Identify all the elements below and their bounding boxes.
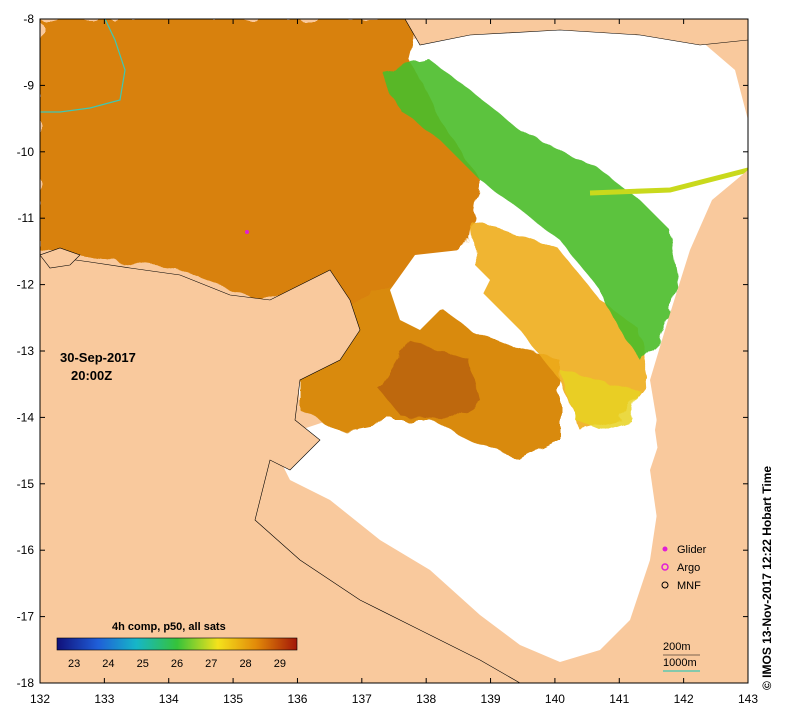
argo-legend-icon	[661, 563, 669, 571]
lat-tick-label: -14	[17, 410, 35, 424]
argo-legend-label: Argo	[677, 562, 700, 574]
sst-cool-band	[380, 60, 680, 360]
lon-tick-label: 138	[416, 692, 436, 706]
lat-tick-label: -12	[17, 278, 35, 292]
mnf-legend-label: MNF	[677, 580, 701, 592]
marker-legend: Glider Argo MNF	[661, 544, 707, 592]
lon-tick-label: 143	[738, 692, 758, 706]
colorbar-tick-label: 29	[274, 658, 286, 670]
lat-tick-label: -15	[17, 477, 35, 491]
plot-area	[40, 19, 748, 683]
colorbar: 4h comp, p50, all sats 23 24 25 26 27 28 29	[56, 621, 298, 670]
colorbar-tick-label: 24	[102, 658, 114, 670]
lat-tick-label: -8	[23, 12, 34, 26]
colorbar-tick-label: 27	[205, 658, 217, 670]
lon-tick-label: 139	[481, 692, 501, 706]
lon-tick-label: 142	[674, 692, 694, 706]
mnf-legend-icon	[661, 581, 669, 589]
colorbar-tick-label: 26	[171, 658, 183, 670]
lat-tick-label: -9	[23, 78, 34, 92]
lon-tick-label: 136	[287, 692, 307, 706]
glider-legend-icon	[662, 546, 668, 552]
lon-tick-label: 141	[609, 692, 629, 706]
imos-credit: © IMOS 13-Nov-2017 12:22 Hobart Time	[760, 465, 774, 690]
sst-mild-east	[470, 220, 650, 430]
lat-tick-label: -17	[17, 610, 35, 624]
cloud-gap	[390, 250, 490, 330]
contour-1000m	[40, 19, 126, 113]
contour-legend: 200m 1000m	[663, 641, 700, 672]
tiwi-islands	[40, 247, 81, 269]
lat-tick-label: -13	[17, 344, 35, 358]
arnhem-land	[40, 254, 521, 683]
lat-tick-label: -11	[18, 211, 35, 225]
lat-tick-label: -10	[17, 145, 35, 159]
satellite-swath	[589, 167, 748, 196]
date-label: 30-Sep-2017	[60, 350, 136, 365]
colorbar-title: 4h comp, p50, all sats	[112, 621, 226, 633]
lon-tick-label: 132	[30, 692, 50, 706]
contour-200-label: 200m	[663, 641, 691, 653]
lon-tick-label: 134	[159, 692, 179, 706]
colorbar-tick-label: 28	[239, 658, 251, 670]
cape-york-land	[640, 90, 748, 683]
glider-marker[interactable]	[245, 230, 249, 234]
colorbar-tick-label: 25	[137, 658, 149, 670]
new-guinea-land	[404, 19, 748, 46]
sst-warm-region	[40, 19, 480, 320]
contour-1000-label: 1000m	[663, 657, 697, 669]
time-label: 20:00Z	[71, 368, 112, 383]
sst-hot-core	[380, 340, 480, 420]
cloud-gap-2	[480, 30, 700, 150]
sst-yellow-fringe	[560, 370, 640, 430]
lon-tick-label: 140	[545, 692, 565, 706]
lon-tick-label: 133	[94, 692, 114, 706]
lon-tick-label: 135	[223, 692, 243, 706]
colorbar-tick-label: 23	[68, 658, 80, 670]
glider-legend-label: Glider	[677, 544, 707, 556]
lon-tick-label: 137	[352, 692, 372, 706]
colorbar-gradient	[56, 637, 298, 651]
latitude-axis: -8 -9 -10 -11 -12 -13 -14 -15 -16 -17 -18	[17, 12, 748, 690]
lat-tick-label: -18	[17, 676, 35, 690]
lat-tick-label: -16	[17, 543, 35, 557]
longitude-axis: 132 133 134 135 136 137 138 139 140 141 142 143	[30, 19, 758, 706]
